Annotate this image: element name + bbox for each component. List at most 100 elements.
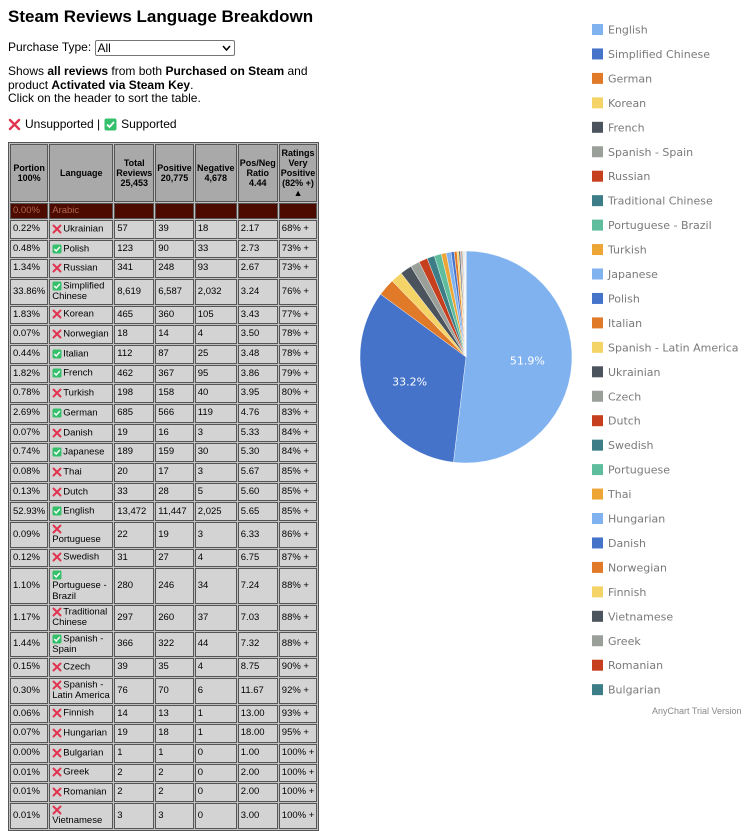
legend-swatch (592, 317, 603, 328)
table-cell: 2.00 (238, 764, 278, 783)
purchase-type-select[interactable]: All (95, 40, 235, 56)
unsupported-icon (52, 607, 62, 617)
table-cell: 465 (114, 306, 154, 325)
language-text: Portuguese (52, 534, 101, 545)
table-cell: 19 (155, 522, 194, 548)
column-header[interactable]: Negative 4,678 (195, 144, 237, 202)
negative-text: 0 (198, 810, 203, 821)
table-cell: 119 (195, 404, 237, 423)
portion-text: 1.44% (13, 638, 40, 649)
column-header[interactable]: Language (49, 144, 113, 202)
language-text: Danish (63, 427, 93, 438)
total-text: 19 (117, 727, 128, 738)
table-cell: 2 (155, 764, 194, 783)
language-text: Russian (63, 263, 97, 274)
table-cell: 0 (195, 744, 237, 763)
pie-slice (457, 251, 466, 357)
negative-text: 105 (198, 309, 214, 320)
rating-text: 83% + (282, 407, 309, 418)
table-cell: 1.34% (10, 259, 48, 278)
legend-swatch (592, 97, 603, 108)
legend-label: Thai (607, 488, 632, 501)
negative-text: 5 (198, 486, 203, 497)
rating-text: 93% + (282, 708, 309, 719)
table-cell: 39 (114, 658, 154, 677)
table-cell: 0.44% (10, 345, 48, 364)
ratio-text: 2.73 (241, 243, 260, 254)
dropdown-arrow (222, 45, 231, 51)
table-cell: 57 (114, 220, 154, 239)
rating-text: 84% + (282, 446, 309, 457)
language-text: Italian (63, 348, 88, 359)
language-text: French (63, 368, 93, 379)
support-key: Unsupported | Supported (8, 117, 177, 131)
legend-swatch (592, 24, 603, 35)
legend-swatch (592, 342, 603, 353)
legend-swatch (592, 415, 603, 426)
column-header[interactable]: Positive 20,775 (155, 144, 194, 202)
total-text: 33 (117, 486, 128, 497)
column-header[interactable]: Portion 100% (10, 144, 48, 202)
table-cell: 5.65 (238, 502, 278, 521)
table-cell: 18 (195, 220, 237, 239)
table-cell: 93 (195, 259, 237, 278)
description-text: . (190, 78, 193, 92)
column-header[interactable]: Ratings Very Positive (82% +) ▲ (279, 144, 318, 202)
legend-label: Russian (608, 170, 650, 183)
pie-slice (464, 251, 466, 357)
portion-text: 0.06% (13, 708, 40, 719)
ratio-text: 3.86 (241, 368, 260, 379)
total-text: 8,619 (117, 286, 141, 297)
pie-slice (453, 251, 572, 463)
rating-text: 85% + (282, 506, 309, 517)
negative-text: 1 (198, 727, 203, 738)
table-cell: Greek (49, 764, 113, 783)
negative-text: 0 (198, 767, 203, 778)
portion-text: 0.09% (13, 529, 40, 540)
table-cell: 17 (155, 463, 194, 482)
table-cell: Traditional Chinese (49, 605, 113, 631)
negative-text: 2,025 (198, 506, 222, 517)
total-text: 280 (117, 580, 133, 591)
legend-swatch (592, 611, 603, 622)
column-header[interactable]: Pos/Neg Ratio 4.44 (238, 144, 278, 202)
table-cell: 246 (155, 568, 194, 604)
rating-text: 90% + (282, 661, 309, 672)
language-text: Norwegian (63, 329, 108, 340)
legend-label: Spanish - Latin America (608, 341, 738, 354)
table-cell: 92% + (279, 678, 318, 704)
table-cell: 11,447 (155, 502, 194, 521)
portion-text: 0.22% (13, 223, 40, 234)
table-cell: 0.48% (10, 240, 48, 259)
table-cell: 2.17 (238, 220, 278, 239)
table-cell: 19 (114, 724, 154, 743)
table-cell: 5.30 (238, 443, 278, 462)
positive-text: 17 (158, 466, 169, 477)
legend-label: Czech (608, 390, 641, 403)
total-text: 123 (117, 243, 133, 254)
rating-text: 87% + (282, 552, 309, 563)
positive-text: 3 (158, 810, 163, 821)
positive-text: 16 (158, 427, 169, 438)
table-cell: 93% + (279, 705, 318, 724)
positive-text: 158 (158, 387, 174, 398)
table-cell: 3 (114, 803, 154, 829)
table-cell: 87 (155, 345, 194, 364)
positive-text: 159 (158, 446, 174, 457)
unsupported-icon (52, 487, 62, 497)
unsupported-icon (52, 708, 62, 718)
table-cell: Spanish - Spain (49, 632, 113, 658)
column-header[interactable]: Total Reviews 25,453 (114, 144, 154, 202)
legend-swatch (592, 146, 603, 157)
unsupported-icon (52, 309, 62, 319)
table-cell: 280 (114, 568, 154, 604)
table-cell (114, 203, 154, 219)
positive-text: 2 (158, 786, 163, 797)
table-cell: 44 (195, 632, 237, 658)
legend-label: Dutch (608, 415, 641, 428)
rating-text: 100% + (282, 747, 315, 758)
total-text: 341 (117, 262, 133, 273)
